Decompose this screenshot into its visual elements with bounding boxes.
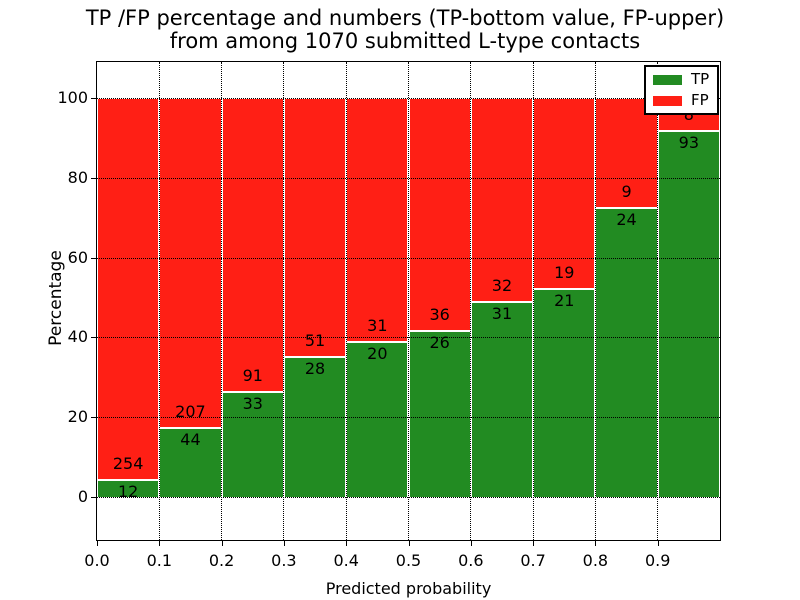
bar-segment-tp [346,340,409,497]
y-tick-mark [91,98,96,99]
legend-item-tp: TP [653,71,709,88]
y-tick-label: 40 [67,327,88,347]
tp-count-label: 44 [180,430,201,450]
x-tick-mark [97,541,98,546]
fp-count-label: 31 [367,315,388,335]
bar-segment-fp [221,98,284,391]
x-tick-mark [221,541,223,546]
bar-segment-fp [346,98,409,341]
bar-segment-fp [97,98,160,479]
legend-label-fp: FP [691,91,709,109]
y-tick-mark [91,417,96,419]
x-tick-label: 0.0 [84,551,110,570]
fp-count-label: 9 [621,181,632,201]
y-axis-label: Percentage [46,250,66,346]
y-tick-label: 20 [67,407,88,427]
bar-segment-tp [221,390,284,497]
bar-segment-fp [470,98,534,301]
x-tick-mark [595,541,597,546]
gridline-vertical [283,62,285,540]
x-axis-label: Predicted probability [325,579,492,598]
tp-count-label: 33 [242,393,263,413]
tp-count-label: 24 [616,209,637,229]
x-tick-label: 0.1 [146,551,173,570]
legend-swatch-tp [653,74,682,85]
x-tick-mark [470,541,472,546]
fp-count-label: 254 [112,454,144,473]
gridline-vertical [158,62,160,540]
x-tick-label: 0.8 [582,551,609,570]
x-tick-label: 0.4 [333,551,359,570]
bar-segment-tp [159,427,222,497]
plot-area: 2541220744913351283120362632311921924893 [96,61,721,541]
fp-count-label: 207 [175,402,206,422]
gridline-horizontal [97,417,720,419]
y-tick-label: 60 [67,247,88,267]
x-tick-label: 0.5 [395,551,422,570]
bar-segment-tp [470,300,534,497]
gridline-horizontal [97,497,720,498]
legend-swatch-fp [653,95,682,106]
tp-count-label: 28 [304,358,326,378]
tp-count-label: 20 [367,343,388,363]
legend-item-fp: FP [653,92,709,109]
legend-label-tp: TP [691,70,710,88]
fp-count-label: 51 [304,330,326,350]
y-tick-mark [91,337,96,339]
y-tick-mark [91,497,96,498]
gridline-vertical [594,62,596,540]
y-tick-mark [91,257,96,259]
bar-segment-tp [595,206,658,497]
gridline-vertical [408,62,409,540]
gridline-vertical [657,62,659,540]
fp-count-label: 36 [429,304,450,324]
tp-count-label: 21 [554,290,575,310]
tp-count-label: 12 [117,482,139,501]
gridline-horizontal [97,337,720,339]
bar-segment-fp [595,98,658,207]
y-tick-mark [91,177,96,179]
bar-segment-tp [408,329,471,497]
legend: TP FP [644,65,720,115]
x-tick-label: 0.2 [208,551,235,570]
chart-title: TP /FP percentage and numbers (TP-bottom… [85,7,725,53]
x-tick-mark [283,541,285,546]
tp-count-label: 26 [429,332,450,352]
x-tick-label: 0.3 [271,551,297,570]
y-tick-label: 0 [77,487,88,506]
chart-title-line1: TP /FP percentage and numbers (TP-bottom… [85,6,725,30]
bar-segment-fp [159,98,222,428]
bar-segment-tp [283,355,347,497]
x-tick-label: 0.6 [458,551,484,570]
bar-segment-tp [533,287,596,497]
fp-count-label: 19 [554,262,575,282]
gridline-vertical [532,62,534,540]
x-tick-mark [346,541,348,546]
fp-count-label: 91 [242,365,263,385]
bar-segment-fp [283,98,347,356]
bar-segment-fp [408,98,471,330]
y-tick-label: 80 [67,167,88,187]
x-tick-label: 0.7 [520,551,546,570]
x-tick-label: 0.9 [644,551,671,570]
bar-segment-tp [657,129,720,497]
gridline-vertical [221,62,223,540]
bar-segment-fp [533,98,596,288]
x-tick-mark [408,541,410,546]
gridline-horizontal [97,98,720,99]
x-tick-mark [657,541,659,546]
tp-count-label: 31 [491,303,513,323]
x-tick-mark [159,541,161,546]
gridline-horizontal [97,177,720,179]
chart-title-line2: from among 1070 submitted L-type contact… [169,29,641,53]
y-tick-label: 100 [57,88,88,107]
x-tick-mark [533,541,535,546]
gridline-horizontal [97,257,720,259]
gridline-vertical [470,62,472,540]
gridline-vertical [345,62,347,540]
fp-count-label: 32 [491,275,513,295]
bar-segment-tp [97,479,160,497]
tp-count-label: 93 [678,132,700,152]
